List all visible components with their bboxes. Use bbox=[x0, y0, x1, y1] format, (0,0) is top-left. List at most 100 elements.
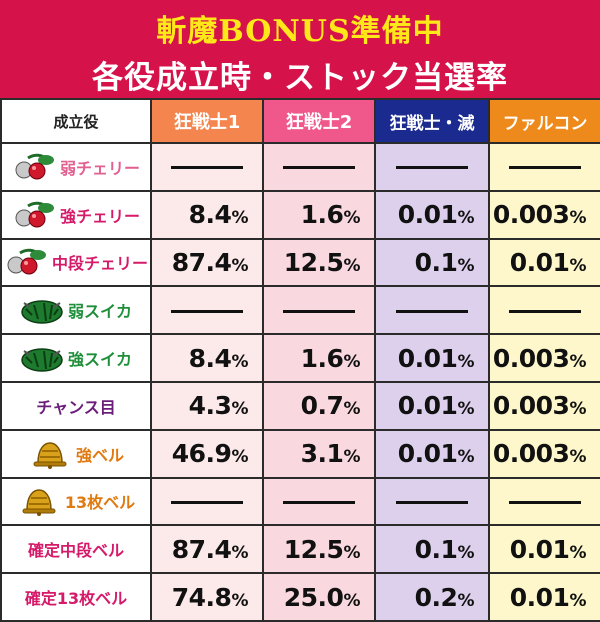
table-row: 強ベル 46.9% 3.1% 0.01% 0.003% bbox=[0, 428, 600, 479]
probability-value: 0.003 bbox=[492, 343, 570, 373]
table-row: 確定中段ベル 87.4% 12.5% 0.1% 0.01% bbox=[0, 524, 600, 575]
probability-cell: 0.003% bbox=[488, 428, 600, 479]
probability-cell: 3.1% bbox=[262, 428, 376, 479]
role-cell: 強スイカ bbox=[0, 333, 152, 383]
probability-cell: 12.5% bbox=[262, 237, 376, 288]
dash-mark bbox=[396, 166, 468, 170]
empty-cell bbox=[262, 142, 376, 192]
percent-unit: % bbox=[343, 208, 360, 229]
probability-value: 1.6 bbox=[300, 200, 344, 230]
probability-value: 0.01 bbox=[397, 439, 458, 469]
probability-cell: 0.003% bbox=[488, 380, 600, 431]
empty-cell bbox=[262, 285, 376, 336]
table-row: チャンス目 4.3% 0.7% 0.01% 0.003% bbox=[0, 380, 600, 431]
role-label: チャンス目 bbox=[36, 397, 116, 417]
percent-unit: % bbox=[457, 542, 474, 563]
role-label: 中段チェリー bbox=[51, 254, 148, 274]
empty-cell bbox=[262, 476, 376, 527]
percent-unit: % bbox=[569, 208, 586, 229]
percent-unit: % bbox=[231, 447, 248, 468]
dash-mark bbox=[283, 500, 355, 504]
probability-cell: 8.4% bbox=[150, 333, 264, 383]
probability-cell: 0.01% bbox=[374, 333, 490, 383]
probability-value: 0.1 bbox=[414, 534, 458, 564]
header-falcon: ファルコン bbox=[488, 98, 600, 144]
probability-value: 0.1 bbox=[414, 247, 458, 277]
empty-cell bbox=[488, 285, 600, 336]
percent-unit: % bbox=[457, 590, 474, 611]
probability-value: 87.4 bbox=[171, 247, 232, 277]
empty-cell bbox=[374, 476, 490, 527]
percent-unit: % bbox=[343, 255, 360, 276]
table-row: 強チェリー 8.4% 1.6% 0.01% 0.003% bbox=[0, 189, 600, 240]
empty-cell bbox=[488, 476, 600, 527]
percent-unit: % bbox=[457, 208, 474, 229]
probability-cell: 0.003% bbox=[488, 333, 600, 383]
percent-unit: % bbox=[231, 590, 248, 611]
dash-mark bbox=[509, 500, 581, 504]
empty-cell bbox=[374, 285, 490, 336]
probability-cell: 87.4% bbox=[150, 237, 264, 288]
probability-cell: 0.01% bbox=[374, 380, 490, 431]
role-cell: 確定13枚ベル bbox=[0, 572, 152, 622]
probability-value: 12.5 bbox=[283, 534, 344, 564]
table-header-row: 成立役 狂戦士1 狂戦士2 狂戦士・滅 ファルコン bbox=[0, 98, 600, 144]
bell-icon bbox=[17, 486, 61, 517]
dash-mark bbox=[509, 166, 581, 170]
probability-cell: 0.2% bbox=[374, 572, 490, 622]
probability-cell: 12.5% bbox=[262, 524, 376, 575]
bell-icon bbox=[28, 439, 72, 469]
probability-value: 3.1 bbox=[300, 439, 344, 469]
probability-cell: 8.4% bbox=[150, 189, 264, 240]
role-label: 確定中段ベル bbox=[27, 541, 124, 561]
probability-cell: 0.7% bbox=[262, 380, 376, 431]
probability-value: 0.01 bbox=[397, 343, 458, 373]
probability-cell: 0.01% bbox=[374, 428, 490, 479]
probability-value: 0.01 bbox=[509, 582, 570, 612]
dash-mark bbox=[396, 309, 468, 313]
empty-cell bbox=[150, 476, 264, 527]
role-cell: チャンス目 bbox=[0, 380, 152, 431]
percent-unit: % bbox=[569, 399, 586, 420]
role-label: 強チェリー bbox=[59, 206, 140, 226]
watermelon-icon bbox=[20, 343, 64, 373]
role-cell: 強チェリー bbox=[0, 189, 152, 240]
role-label: 13枚ベル bbox=[64, 493, 136, 513]
probability-cell: 0.1% bbox=[374, 524, 490, 575]
dash-mark bbox=[171, 500, 243, 504]
percent-unit: % bbox=[569, 447, 586, 468]
probability-value: 0.01 bbox=[397, 200, 458, 230]
probability-table: 成立役 狂戦士1 狂戦士2 狂戦士・滅 ファルコン 弱チェリー 強チェリー 8.4%… bbox=[0, 98, 600, 622]
cherry-icon bbox=[12, 152, 56, 182]
probability-cell: 0.01% bbox=[488, 237, 600, 288]
probability-cell: 87.4% bbox=[150, 524, 264, 575]
role-cell: 中段チェリー bbox=[0, 237, 152, 288]
cherry-icon bbox=[4, 247, 48, 277]
probability-cell: 0.1% bbox=[374, 237, 490, 288]
role-cell: 確定中段ベル bbox=[0, 524, 152, 575]
percent-unit: % bbox=[231, 208, 248, 229]
probability-cell: 0.01% bbox=[488, 572, 600, 622]
percent-unit: % bbox=[343, 590, 360, 611]
table-row: 中段チェリー 87.4% 12.5% 0.1% 0.01% bbox=[0, 237, 600, 288]
table-row: 弱スイカ bbox=[0, 285, 600, 336]
percent-unit: % bbox=[343, 351, 360, 372]
dash-mark bbox=[283, 309, 355, 313]
header-role: 成立役 bbox=[0, 98, 152, 144]
probability-cell: 25.0% bbox=[262, 572, 376, 622]
percent-unit: % bbox=[457, 399, 474, 420]
empty-cell bbox=[488, 142, 600, 192]
role-label: 強スイカ bbox=[67, 350, 132, 370]
page-subtitle: 各役成立時・ストック当選率 bbox=[92, 60, 508, 96]
percent-unit: % bbox=[231, 351, 248, 372]
probability-value: 87.4 bbox=[171, 534, 232, 564]
probability-value: 25.0 bbox=[283, 582, 344, 612]
table-row: 確定13枚ベル 74.8% 25.0% 0.2% 0.01% bbox=[0, 572, 600, 622]
probability-cell: 46.9% bbox=[150, 428, 264, 479]
header-berserker-metsu: 狂戦士・滅 bbox=[374, 98, 490, 144]
table-row: 13枚ベル bbox=[0, 476, 600, 527]
title-banner: 斬魔BONUS準備中 各役成立時・ストック当選率 bbox=[0, 0, 600, 98]
role-cell: 強ベル bbox=[0, 428, 152, 479]
percent-unit: % bbox=[569, 255, 586, 276]
header-berserker-2: 狂戦士2 bbox=[262, 98, 376, 144]
